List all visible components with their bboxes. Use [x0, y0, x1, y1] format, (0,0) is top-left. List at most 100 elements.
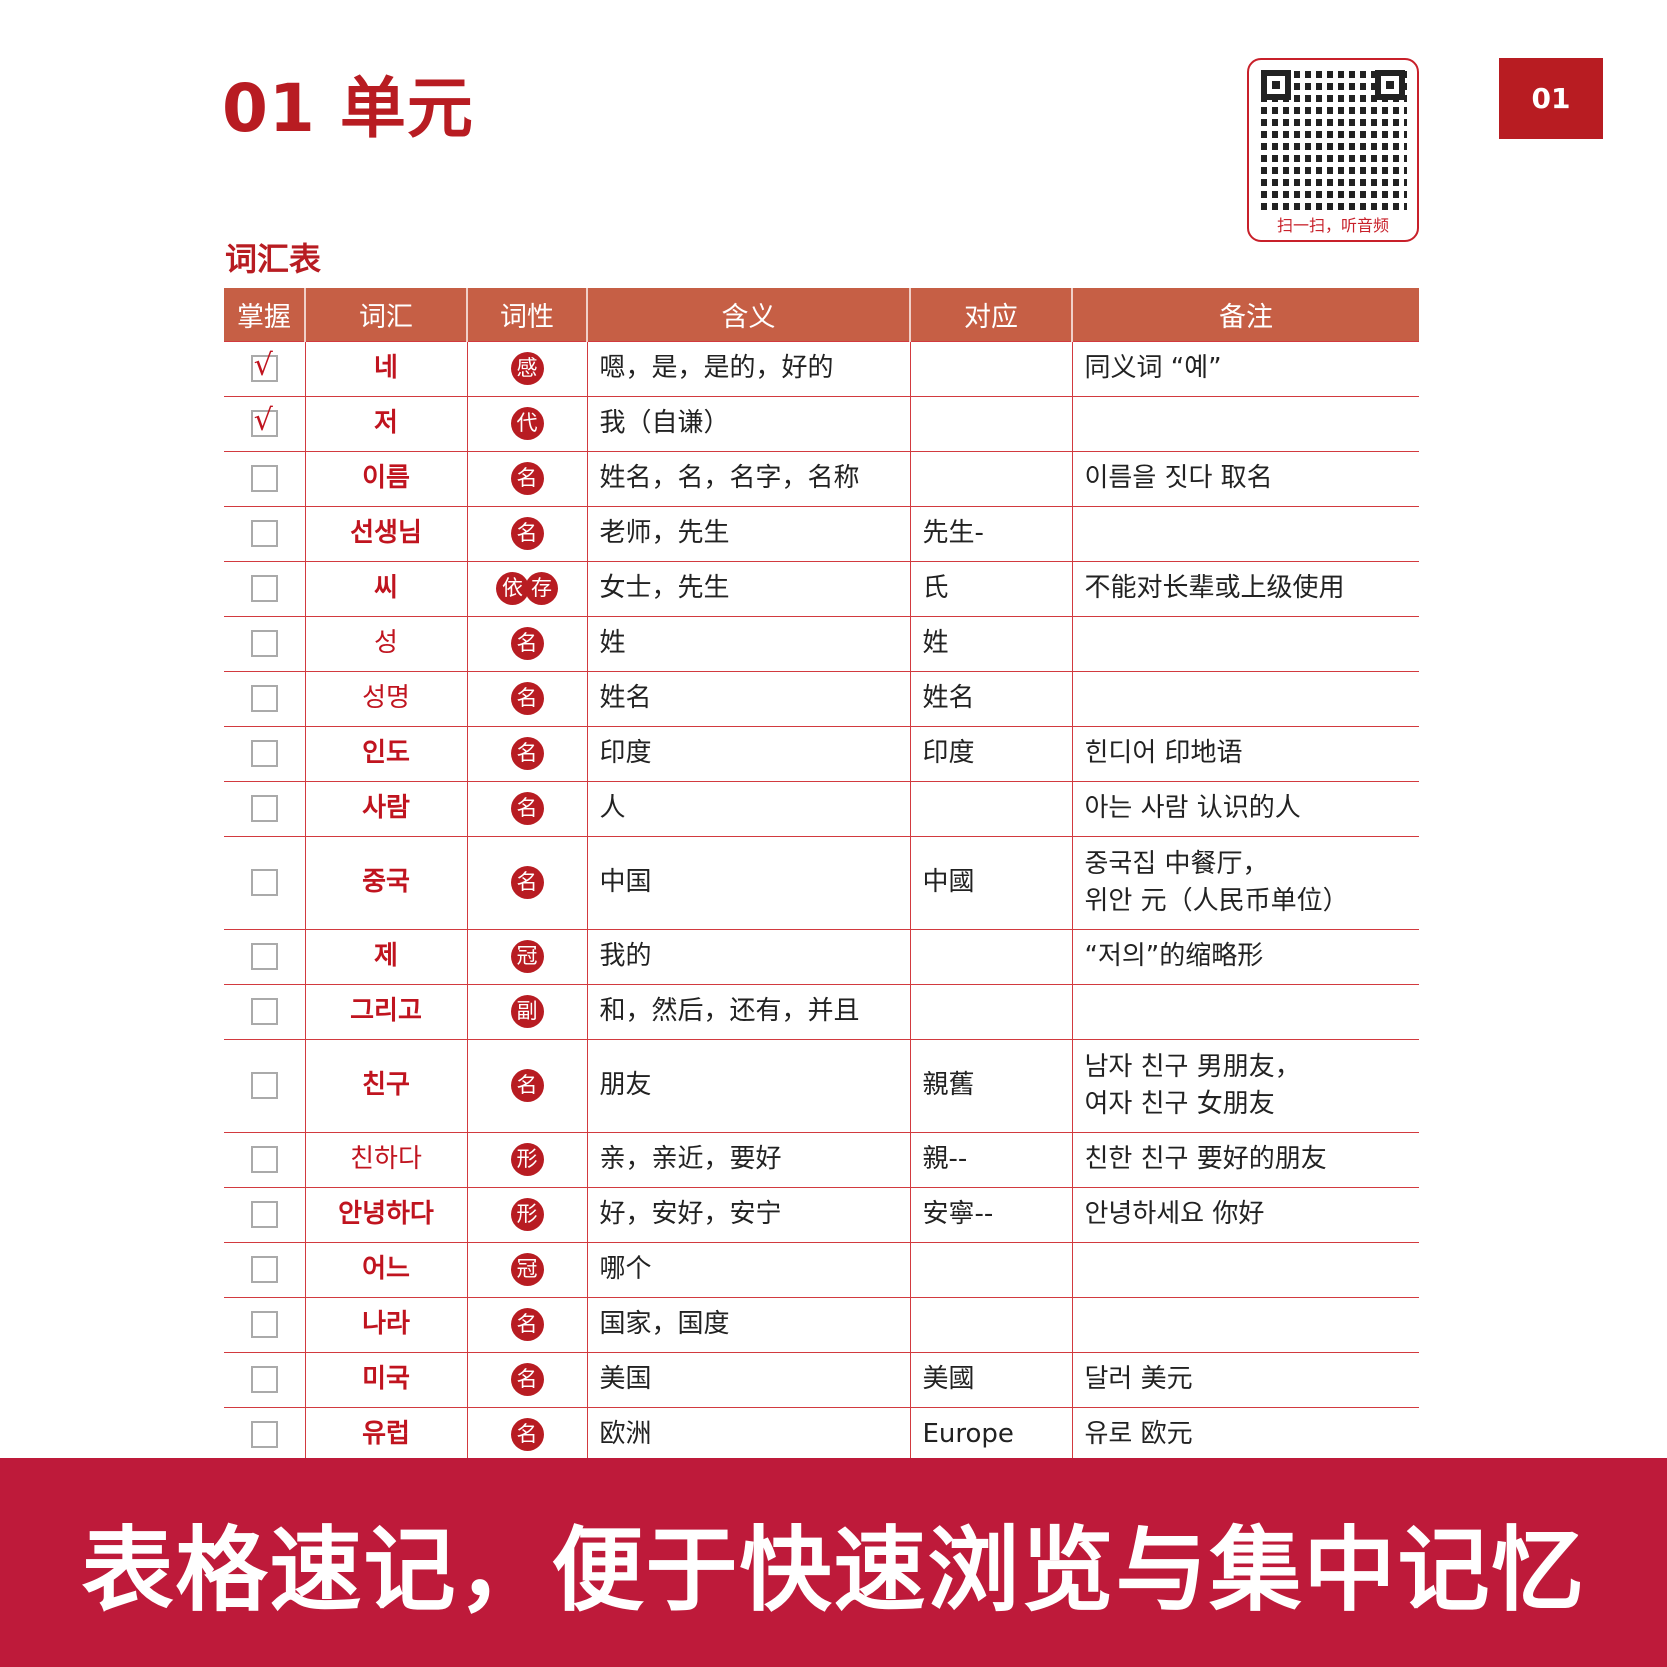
table-row: 유럽 名 欧洲 Europe 유로 欧元 [224, 1406, 1419, 1462]
part-of-speech: 依存 [466, 560, 587, 616]
meaning: 哪个 [586, 1241, 910, 1297]
hanja: 美國 [909, 1351, 1072, 1407]
mastery-cell [224, 670, 305, 726]
note: 同义词 “예” [1071, 340, 1419, 396]
mastery-checkbox[interactable] [250, 1072, 278, 1099]
mastery-cell [224, 780, 305, 836]
hanja: 親-- [909, 1131, 1072, 1187]
mastery-cell [224, 1296, 305, 1352]
mastery-checkbox[interactable] [250, 347, 278, 384]
hanja [909, 983, 1072, 1039]
hanja: 氏 [909, 560, 1072, 616]
mastery-checkbox[interactable] [250, 1256, 278, 1283]
meaning: 女士，先生 [586, 560, 910, 616]
pos-badge: 副 [510, 995, 544, 1028]
mastery-checkbox[interactable] [250, 1311, 278, 1338]
meaning: 人 [586, 780, 910, 836]
part-of-speech: 名 [466, 450, 587, 506]
table-row: 성명 名 姓名 姓名 [224, 670, 1419, 726]
note [1071, 615, 1419, 671]
part-of-speech: 感 [466, 340, 587, 396]
mastery-cell [224, 1351, 305, 1407]
mastery-cell [224, 505, 305, 561]
hanja: 姓名 [909, 670, 1072, 726]
pos-badge: 名 [510, 462, 544, 495]
part-of-speech: 名 [466, 615, 587, 671]
pos-badge: 名 [510, 1308, 544, 1341]
word: 친구 [304, 1038, 467, 1132]
part-of-speech: 代 [466, 395, 587, 451]
pos-badge: 形 [510, 1143, 544, 1176]
pos-badge: 名 [510, 866, 544, 899]
mastery-checkbox[interactable] [250, 1421, 278, 1449]
mastery-checkbox[interactable] [250, 943, 278, 970]
mastery-checkbox[interactable] [250, 795, 278, 822]
part-of-speech: 冠 [466, 928, 587, 984]
qr-finder-icon [1261, 70, 1291, 100]
pos-badge: 名 [510, 517, 544, 550]
mastery-checkbox[interactable] [250, 998, 278, 1025]
table-row: 사람 名 人 아는 사람 认识的人 [224, 780, 1419, 836]
mastery-checkbox[interactable] [250, 1146, 278, 1173]
hanja [909, 928, 1072, 984]
column-header: 含义 [586, 288, 910, 341]
pos-badge: 存 [525, 572, 558, 605]
table-row: 네 感 嗯，是，是的，好的 同义词 “예” [224, 340, 1419, 396]
mastery-checkbox[interactable] [250, 465, 278, 492]
mastery-cell [224, 615, 305, 671]
mastery-checkbox[interactable] [250, 685, 278, 712]
mastery-cell [224, 928, 305, 984]
column-header: 对应 [909, 288, 1072, 341]
part-of-speech: 名 [466, 1296, 587, 1352]
pos-badge: 感 [510, 352, 544, 385]
section-title: 词汇表 [225, 240, 322, 278]
word: 친하다 [304, 1131, 467, 1187]
pos-badge: 名 [510, 1069, 544, 1102]
mastery-checkbox[interactable] [250, 740, 278, 767]
mastery-checkbox[interactable] [250, 1201, 278, 1228]
meaning: 欧洲 [586, 1406, 910, 1462]
part-of-speech: 名 [466, 1351, 587, 1407]
word: 미국 [304, 1351, 467, 1407]
mastery-cell [224, 983, 305, 1039]
meaning: 姓名 [586, 670, 910, 726]
qr-code[interactable]: 扫一扫，听音频 [1247, 58, 1419, 242]
note: 不能对长辈或上级使用 [1071, 560, 1419, 616]
word: 나라 [304, 1296, 467, 1352]
note: “저의”的缩略形 [1071, 928, 1419, 984]
word: 이름 [304, 450, 467, 506]
meaning: 中国 [586, 835, 910, 929]
mastery-checkbox[interactable] [250, 869, 278, 896]
meaning: 嗯，是，是的，好的 [586, 340, 910, 396]
meaning: 美国 [586, 1351, 910, 1407]
hanja: 親舊 [909, 1038, 1072, 1132]
table-row: 이름 名 姓名，名，名字，名称 이름을 짓다 取名 [224, 450, 1419, 506]
mastery-cell [224, 1038, 305, 1132]
part-of-speech: 名 [466, 1038, 587, 1132]
mastery-cell [224, 1406, 305, 1462]
qr-finder-icon [1375, 70, 1405, 100]
mastery-checkbox[interactable] [250, 520, 278, 547]
mastery-cell [224, 1186, 305, 1242]
hanja: 中國 [909, 835, 1072, 929]
mastery-checkbox[interactable] [250, 630, 278, 657]
mastery-checkbox[interactable] [250, 402, 278, 439]
meaning: 亲，亲近，要好 [586, 1131, 910, 1187]
meaning: 姓名，名，名字，名称 [586, 450, 910, 506]
hanja: 印度 [909, 725, 1072, 781]
part-of-speech: 副 [466, 983, 587, 1039]
table-row: 그리고 副 和，然后，还有，并且 [224, 983, 1419, 1039]
meaning: 国家，国度 [586, 1296, 910, 1352]
mastery-cell [224, 340, 305, 396]
word: 그리고 [304, 983, 467, 1039]
meaning: 我（自谦） [586, 395, 910, 451]
word: 제 [304, 928, 467, 984]
mastery-checkbox[interactable] [250, 1366, 278, 1393]
pos-badge: 名 [510, 737, 544, 770]
meaning: 和，然后，还有，并且 [586, 983, 910, 1039]
mastery-checkbox[interactable] [250, 575, 278, 602]
hanja [909, 395, 1072, 451]
table-row: 선생님 名 老师，先生 先生- [224, 505, 1419, 561]
pos-badge: 名 [510, 792, 544, 825]
pos-badge: 形 [510, 1198, 544, 1231]
